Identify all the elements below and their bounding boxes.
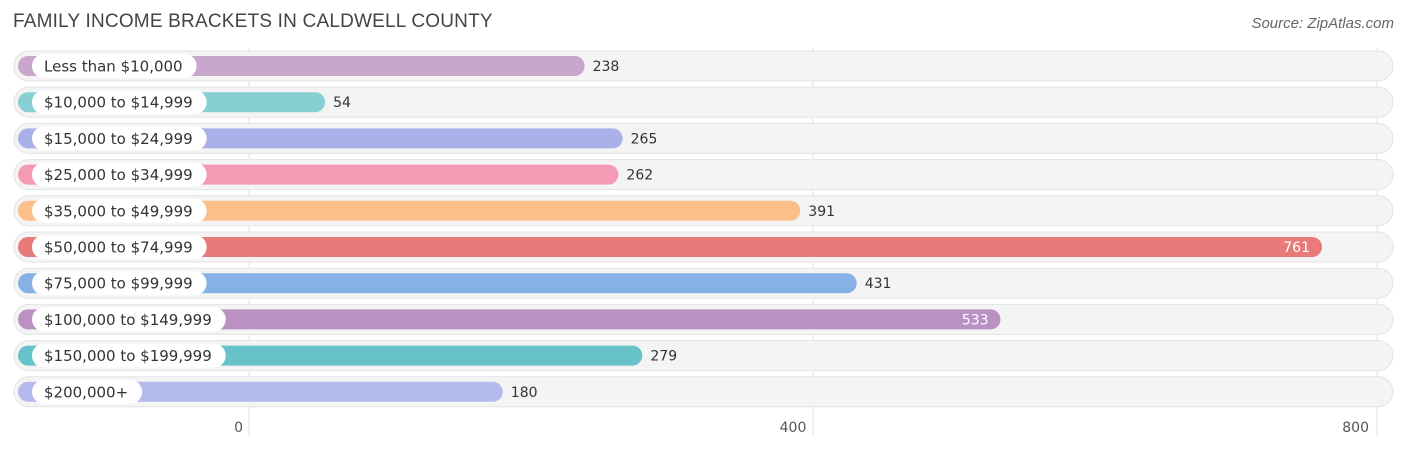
value-label: 180 [511, 385, 538, 401]
category-label: $50,000 to $74,999 [44, 239, 193, 257]
category-pill [32, 235, 207, 259]
bar [18, 237, 1323, 257]
category-pill [32, 271, 207, 296]
value-label: 265 [631, 131, 658, 147]
category-pill [32, 198, 207, 223]
category-pill [32, 343, 226, 368]
value-label: 431 [865, 276, 892, 292]
category-label: $35,000 to $49,999 [44, 202, 193, 220]
category-pill [32, 379, 143, 404]
category-pill [32, 162, 207, 187]
value-label: 533 [962, 312, 989, 328]
category-label: $200,000+ [44, 383, 128, 401]
category-label: $75,000 to $99,999 [44, 275, 193, 293]
bar-row: $15,000 to $24,999 265 [13, 122, 1394, 154]
tick-label-800: 800 [1342, 420, 1369, 436]
bar-row: $10,000 to $14,999 54 [13, 86, 1394, 118]
category-label: $150,000 to $199,999 [44, 347, 212, 365]
value-label: 761 [1283, 240, 1310, 256]
category-label: $10,000 to $14,999 [44, 94, 193, 112]
bar-row: $200,000+ 180 [13, 376, 1394, 408]
bar-row: $75,000 to $99,999 431 [13, 267, 1394, 299]
tick-label-0: 0 [234, 420, 243, 436]
bar-rows: Less than $10,000 238 $10,000 to $14,999 54… [13, 50, 1394, 408]
bar-row: $50,000 to $74,999 761 [13, 231, 1394, 263]
value-label: 262 [626, 168, 653, 184]
category-label: $100,000 to $149,999 [44, 311, 212, 329]
bar-row: $25,000 to $34,999 262 [13, 159, 1394, 191]
value-label: 279 [650, 349, 677, 365]
category-pill [32, 307, 226, 332]
bar [18, 200, 801, 221]
value-label: 238 [593, 59, 620, 75]
bar [18, 273, 857, 294]
bar-row: $150,000 to $199,999 279 [13, 340, 1394, 372]
bar [18, 309, 1001, 330]
category-label: Less than $10,000 [44, 58, 183, 76]
value-label: 54 [333, 95, 351, 111]
bar-row: Less than $10,000 238 [13, 50, 1394, 82]
bar-row: $100,000 to $149,999 533 [13, 303, 1394, 335]
category-label: $25,000 to $34,999 [44, 166, 193, 184]
x-axis-ticks: 0 400 800 [234, 420, 1369, 436]
chart-title: FAMILY INCOME BRACKETS IN CALDWELL COUNT… [13, 11, 493, 32]
category-label: $15,000 to $24,999 [44, 130, 193, 148]
category-pill [32, 90, 207, 115]
bar-row: $35,000 to $49,999 391 [13, 195, 1394, 227]
category-pill [32, 126, 207, 151]
chart-source: Source: ZipAtlas.com [1251, 15, 1394, 32]
row-track [13, 86, 1394, 118]
category-pill [32, 54, 197, 78]
value-label: 391 [808, 204, 835, 220]
tick-label-400: 400 [780, 420, 807, 436]
